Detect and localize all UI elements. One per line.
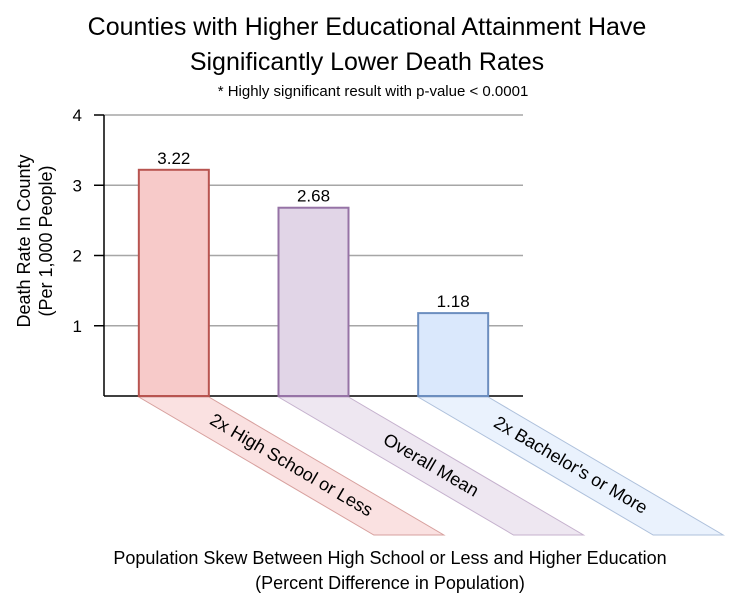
x-axis-label-line-2: (Percent Difference in Population) (255, 573, 525, 593)
chart-subtitle: * Highly significant result with p-value… (218, 83, 529, 100)
chart-title-line-1: Counties with Higher Educational Attainm… (88, 13, 647, 41)
x-axis-label-line-1: Population Skew Between High School or L… (113, 548, 666, 568)
category-banner (416, 396, 726, 536)
data-label: 1.18 (437, 292, 470, 311)
y-axis-label-line-1: Death Rate In County (14, 154, 34, 327)
category-banner (136, 396, 446, 536)
y-tick-label: 1 (73, 317, 82, 336)
y-tick-label: 2 (73, 247, 82, 266)
bars: 3.22 2.68 1.18 (137, 149, 490, 398)
category-banner (276, 396, 586, 536)
bar (277, 206, 350, 397)
data-label: 2.68 (297, 187, 330, 206)
y-tick-label: 4 (73, 106, 82, 125)
y-axis-ticks: 1 2 3 4 (73, 106, 104, 336)
chart-title: Counties with Higher Educational Attainm… (88, 13, 647, 76)
data-label: 3.22 (157, 149, 190, 168)
y-axis-label-line-2: (Per 1,000 People) (36, 165, 56, 316)
bar (417, 312, 490, 398)
y-tick-label: 3 (73, 176, 82, 195)
y-axis-label: Death Rate In County (Per 1,000 People) (14, 154, 56, 327)
bar (137, 168, 210, 397)
chart-title-line-2: Significantly Lower Death Rates (190, 48, 544, 76)
category-labels: 2x High School or Less Overall Mean 2x Bac… (136, 396, 726, 536)
